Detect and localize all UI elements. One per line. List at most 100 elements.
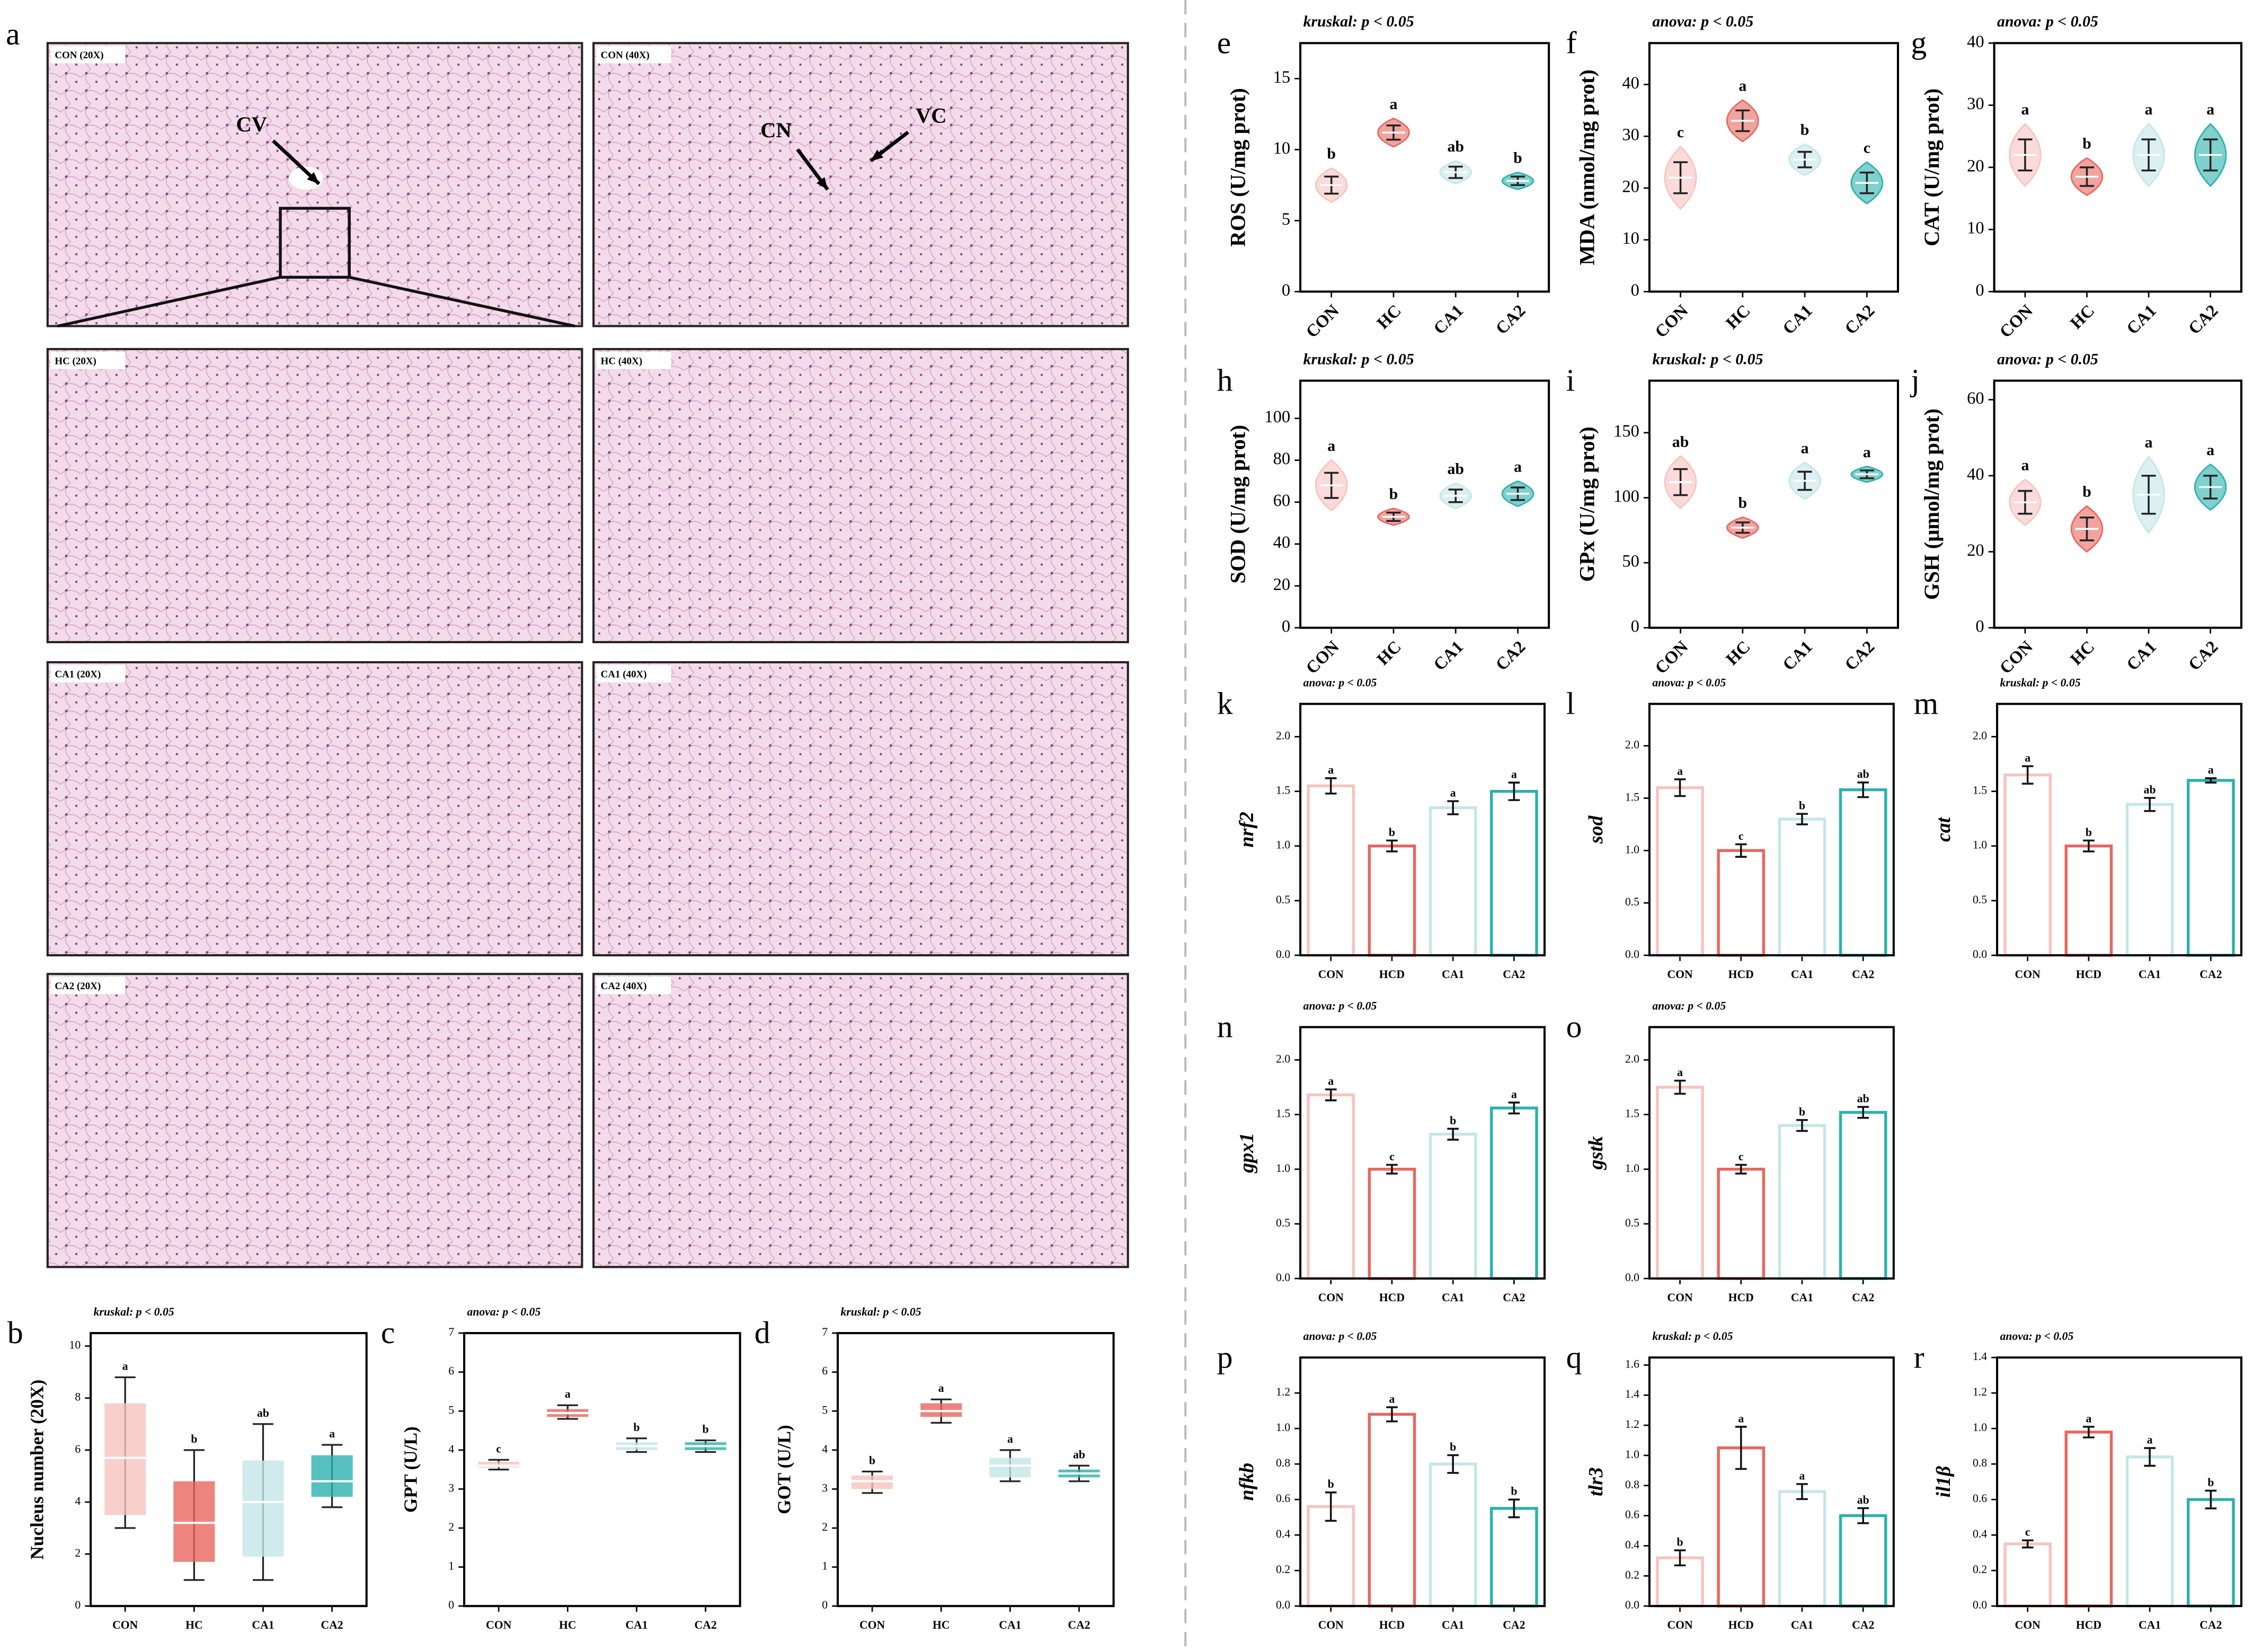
x-tick-label: HCD xyxy=(1728,1619,1754,1631)
bar xyxy=(1778,1124,1826,1280)
significance-letter: a xyxy=(329,1427,335,1440)
x-tick-label: CON xyxy=(1667,1619,1693,1631)
y-tick-label: 1.0 xyxy=(1276,1421,1290,1434)
label-bg xyxy=(596,976,671,994)
significance-letter: ab xyxy=(257,1407,269,1419)
y-tick-label: 0.0 xyxy=(1276,948,1290,961)
x-tick-label: HC xyxy=(2066,637,2098,669)
x-tick-label: HCD xyxy=(2076,1619,2101,1631)
bar xyxy=(2003,1542,2052,1607)
significance-letter: a xyxy=(2208,763,2214,776)
significance-letter: a xyxy=(1677,1066,1683,1079)
y-tick-label: 40 xyxy=(1967,32,1984,51)
y-tick-label: 1.0 xyxy=(1625,1162,1639,1175)
stat-label: anova: p < 0.05 xyxy=(1997,13,2098,30)
x-tick-label: CON xyxy=(1302,301,1343,342)
significance-letter: a xyxy=(2021,101,2029,118)
x-tick-label: CA1 xyxy=(1430,637,1467,674)
x-tick-label: CON xyxy=(1318,1619,1344,1631)
x-tick-label: HC xyxy=(185,1619,203,1631)
plot-frame xyxy=(1648,703,1895,957)
y-tick-label: 100 xyxy=(1613,487,1639,506)
stat-label: kruskal: p < 0.05 xyxy=(1652,1330,1733,1343)
micrograph xyxy=(592,42,1129,327)
panel-letter: i xyxy=(1566,363,1575,398)
y-tick-label: 0 xyxy=(1282,281,1290,300)
x-tick-label: HCD xyxy=(1728,968,1754,981)
x-tick-label: CA1 xyxy=(1791,1619,1813,1631)
plot-frame xyxy=(836,1332,1115,1607)
plot-frame xyxy=(90,1332,368,1607)
y-axis-label: SOD (U/mg prot) xyxy=(1226,425,1250,584)
x-tick-label: CA2 xyxy=(2185,301,2222,338)
stat-label: anova: p < 0.05 xyxy=(2000,1330,2073,1343)
significance-letter: b xyxy=(1450,1114,1456,1127)
significance-letter: a xyxy=(1450,787,1456,800)
significance-letter: b xyxy=(2082,483,2091,501)
bar xyxy=(1368,1413,1416,1607)
y-tick-label: 0 xyxy=(1631,617,1639,636)
x-tick-label: CON xyxy=(1302,637,1343,678)
significance-letter: ab xyxy=(1073,1448,1085,1461)
micrograph xyxy=(46,661,583,957)
y-tick-label: 1.6 xyxy=(1625,1357,1639,1370)
significance-letter: a xyxy=(1738,1412,1744,1425)
x-tick-label: HC xyxy=(1373,637,1405,669)
y-tick-label: 0.0 xyxy=(1276,1271,1290,1284)
significance-letter: b xyxy=(2082,135,2091,153)
significance-letter: ab xyxy=(1857,1093,1869,1105)
significance-letter: a xyxy=(122,1360,128,1373)
annotation: CV xyxy=(236,112,267,136)
x-tick-label: CA1 xyxy=(1779,301,1816,338)
significance-letter: a xyxy=(2206,101,2214,118)
y-tick-label: 1.0 xyxy=(1625,1448,1639,1461)
x-tick-label: CON xyxy=(112,1619,138,1631)
bar xyxy=(1429,1462,1477,1607)
y-tick-label: 4 xyxy=(822,1443,828,1455)
panel-letter: j xyxy=(1910,363,1920,398)
significance-letter: a xyxy=(1799,1469,1805,1482)
y-tick-label: 2.0 xyxy=(1276,729,1290,742)
y-tick-label: 20 xyxy=(1273,575,1291,594)
panel-letter: m xyxy=(1914,686,1938,721)
y-tick-label: 1.4 xyxy=(1625,1388,1639,1400)
x-tick-label: CON xyxy=(1652,301,1692,342)
y-tick-label: 10 xyxy=(1273,139,1291,158)
x-tick-label: HCD xyxy=(1728,1291,1754,1304)
panel-letter: l xyxy=(1566,686,1575,721)
plot-frame xyxy=(1648,1356,1895,1607)
plot-frame xyxy=(1993,42,2243,293)
significance-letter: a xyxy=(1677,765,1683,777)
y-tick-label: 0.6 xyxy=(1973,1492,1987,1505)
bar xyxy=(2125,803,2174,957)
y-axis-label: MDA (nmol/mg prot) xyxy=(1575,69,1599,265)
y-axis-label: GOT (U/L) xyxy=(774,1425,795,1514)
significance-letter: a xyxy=(1389,1392,1395,1405)
significance-letter: a xyxy=(938,1382,944,1395)
x-tick-label: CON xyxy=(1318,1291,1344,1304)
y-tick-label: 0 xyxy=(1975,617,1984,636)
y-tick-label: 0.4 xyxy=(1973,1527,1987,1540)
micrograph-label: HC (20X) xyxy=(55,356,96,367)
x-tick-label: CA2 xyxy=(2199,968,2222,981)
micrograph xyxy=(592,348,1129,643)
significance-letter: b xyxy=(1511,1485,1517,1498)
y-tick-label: 20 xyxy=(1967,156,1984,175)
y-tick-label: 1.0 xyxy=(1276,839,1290,851)
stat-label: anova: p < 0.05 xyxy=(1652,13,1753,30)
bar xyxy=(1368,845,1416,957)
x-tick-label: CA2 xyxy=(1852,1619,1874,1631)
significance-letter: a xyxy=(1514,458,1522,476)
micrograph-label: CON (20X) xyxy=(55,50,103,61)
panel-letter: n xyxy=(1217,1009,1233,1044)
x-tick-label: CON xyxy=(1652,637,1692,678)
y-tick-label: 0.2 xyxy=(1973,1563,1987,1576)
micrograph-label: CA1 (20X) xyxy=(55,669,101,680)
y-tick-label: 2.0 xyxy=(1625,739,1639,751)
y-tick-label: 0.5 xyxy=(1276,893,1290,906)
y-tick-label: 1.5 xyxy=(1973,784,1987,797)
y-tick-label: 0.0 xyxy=(1625,1271,1639,1284)
significance-letter: c xyxy=(2025,1526,2030,1539)
significance-letter: b xyxy=(1328,1478,1334,1490)
